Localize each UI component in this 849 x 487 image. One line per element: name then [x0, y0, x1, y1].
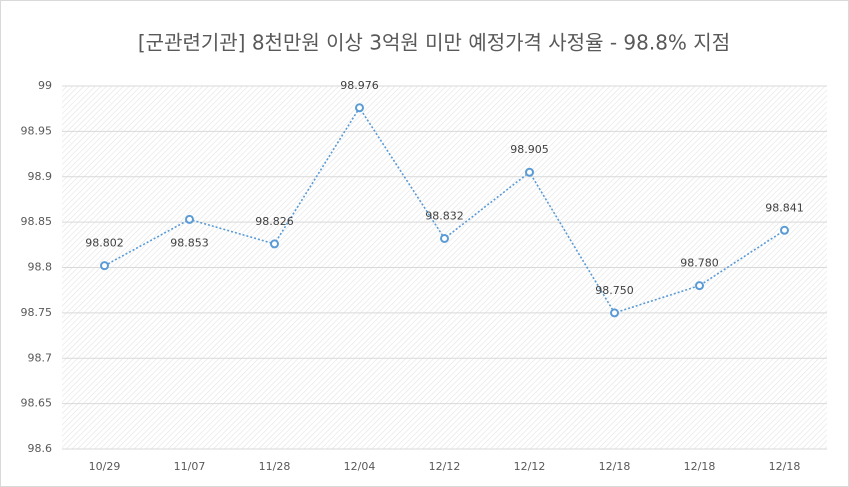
data-label: 98.826	[255, 215, 294, 228]
x-tick-label: 12/12	[429, 460, 461, 473]
data-point	[100, 261, 109, 271]
x-tick-label: 10/29	[89, 460, 121, 473]
data-label: 98.853	[170, 236, 209, 249]
y-tick-label: 98.85	[21, 215, 53, 228]
y-tick-label: 98.8	[28, 261, 53, 274]
y-tick-label: 98.6	[28, 442, 53, 455]
data-label: 98.841	[765, 201, 804, 214]
data-label: 98.976	[340, 79, 379, 92]
y-tick-label: 99	[38, 79, 52, 92]
data-point	[355, 103, 364, 113]
y-tick-label: 98.9	[28, 170, 53, 183]
data-point	[780, 225, 789, 235]
x-tick-label: 11/28	[259, 460, 291, 473]
data-point	[185, 214, 194, 224]
y-tick-label: 98.65	[21, 397, 53, 410]
data-label: 98.802	[85, 237, 124, 250]
x-tick-label: 12/12	[514, 460, 546, 473]
x-tick-label: 12/18	[769, 460, 801, 473]
y-tick-label: 98.95	[21, 124, 53, 137]
data-label: 98.750	[595, 284, 634, 297]
data-label: 98.780	[680, 257, 719, 270]
data-point	[270, 239, 279, 249]
data-point	[440, 233, 449, 243]
data-label: 98.905	[510, 143, 549, 156]
x-tick-label: 12/04	[344, 460, 376, 473]
data-point	[525, 167, 534, 177]
data-point	[610, 308, 619, 318]
x-tick-label: 11/07	[174, 460, 206, 473]
chart-title: [군관련기관] 8천만원 이상 3억원 미만 예정가격 사정율 - 98.8% …	[138, 31, 730, 55]
x-tick-label: 12/18	[684, 460, 716, 473]
x-tick-label: 12/18	[599, 460, 631, 473]
y-tick-label: 98.75	[21, 306, 53, 319]
y-tick-label: 98.7	[28, 351, 53, 364]
data-point	[695, 281, 704, 291]
data-label: 98.832	[425, 209, 464, 222]
